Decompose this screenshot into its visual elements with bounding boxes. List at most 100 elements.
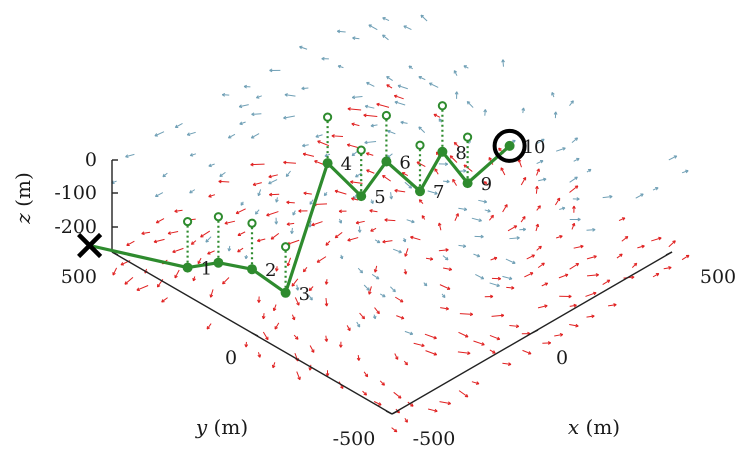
current-arrow-blue xyxy=(571,137,578,144)
current-arrow-red-head xyxy=(206,326,211,330)
current-arrow-red xyxy=(283,161,296,164)
current-arrow-red xyxy=(237,231,246,236)
current-arrow-blue-head xyxy=(521,107,526,111)
current-arrow-blue-head xyxy=(444,162,449,166)
current-arrow-red-head xyxy=(136,287,140,292)
current-arrow-red xyxy=(621,236,629,242)
y-tick-label-500: 500 xyxy=(61,266,97,288)
current-arrow-blue xyxy=(315,134,323,138)
current-arrow-red-head xyxy=(490,214,494,219)
current-arrow-blue-head xyxy=(283,115,287,120)
current-arrow-blue-head xyxy=(408,185,413,189)
current-arrow-red xyxy=(434,168,439,175)
current-arrow-blue-head xyxy=(400,120,404,125)
current-arrow-blue xyxy=(502,275,513,280)
current-arrow-blue-head xyxy=(386,76,390,80)
current-arrow-blue-head xyxy=(376,239,381,244)
current-arrow-blue-head xyxy=(336,29,341,34)
waypoint-label-6: 6 xyxy=(399,152,410,173)
current-arrow-red-head xyxy=(492,350,496,354)
current-arrow-red-head xyxy=(291,283,296,287)
current-arrow-red xyxy=(222,277,230,285)
current-arrow-red-head xyxy=(504,204,508,208)
current-arrow-red-head xyxy=(200,234,204,238)
current-arrow-red-head xyxy=(511,286,515,290)
current-arrow-blue-head xyxy=(125,154,129,158)
current-arrow-blue xyxy=(386,76,393,81)
current-arrow-red xyxy=(347,237,359,241)
current-arrow-red-head xyxy=(580,244,584,249)
current-arrow-blue xyxy=(569,176,578,183)
current-arrow-red-head xyxy=(575,323,579,328)
current-arrow-red xyxy=(391,427,398,433)
current-arrow-blue xyxy=(478,199,487,203)
current-arrow-blue-head xyxy=(254,211,259,215)
current-arrow-red-head xyxy=(593,255,597,259)
waypoint-target-marker xyxy=(356,145,366,155)
current-arrow-red-head xyxy=(452,178,456,183)
current-arrow-red xyxy=(126,240,135,246)
current-arrow-red-head xyxy=(655,273,660,277)
current-arrow-blue xyxy=(505,258,516,264)
current-arrow-red-head xyxy=(537,205,541,209)
current-arrow-blue-head xyxy=(411,219,415,224)
current-arrow-red xyxy=(458,390,469,398)
current-arrow-blue-head xyxy=(162,173,166,178)
current-arrow-red xyxy=(509,325,519,327)
waypoint-target-marker xyxy=(415,140,425,150)
current-arrow-red xyxy=(616,253,623,259)
current-arrow-red-head xyxy=(317,140,321,144)
current-arrow-red-head xyxy=(393,94,398,99)
waypoint-dot xyxy=(280,287,291,298)
current-arrow-red-head xyxy=(475,381,480,385)
current-arrow-red-head xyxy=(496,336,501,341)
current-arrow-blue-head xyxy=(418,126,422,130)
current-arrow-blue xyxy=(357,267,363,274)
current-arrow-blue-head xyxy=(446,179,450,184)
current-arrow-red xyxy=(535,186,538,194)
current-arrow-blue xyxy=(569,100,574,106)
current-arrow-red xyxy=(287,239,300,245)
current-arrow-blue-head xyxy=(250,135,255,139)
current-arrow-red-head xyxy=(286,262,291,267)
current-arrow-red xyxy=(586,255,597,260)
waypoint-label-10: 10 xyxy=(523,137,546,158)
current-arrow-red xyxy=(334,232,343,239)
waypoint-dot xyxy=(462,178,473,189)
current-arrow-blue-head xyxy=(238,104,243,109)
current-arrow-blue-head xyxy=(434,191,438,195)
current-arrow-red xyxy=(395,296,404,303)
waypoint-dot xyxy=(381,156,392,167)
current-arrow-blue xyxy=(370,124,378,127)
current-arrow-red xyxy=(347,144,359,149)
current-arrow-red-head xyxy=(559,234,563,239)
current-arrow-blue xyxy=(556,147,566,152)
current-arrow-red-head xyxy=(393,428,398,433)
current-arrow-red-head xyxy=(522,176,527,181)
current-arrow-blue xyxy=(299,46,308,50)
current-arrow-red-head xyxy=(595,273,599,277)
current-arrow-red-head xyxy=(274,268,279,272)
x-tick-label-minus-500: -500 xyxy=(413,428,456,450)
current-arrow-blue xyxy=(125,153,135,158)
current-arrow-red-head xyxy=(244,344,249,348)
current-arrow-blue xyxy=(392,248,402,253)
current-arrow-blue xyxy=(382,17,390,21)
current-arrow-blue-head xyxy=(478,218,482,222)
current-arrow-blue-head xyxy=(561,206,566,211)
current-arrow-blue-head xyxy=(483,109,488,113)
x-axis-label-unit: (m) xyxy=(586,415,621,439)
current-arrow-red xyxy=(410,236,421,241)
current-arrow-blue xyxy=(635,193,644,199)
current-arrow-red xyxy=(309,345,315,353)
current-arrow-red-head xyxy=(613,303,617,307)
current-arrow-red xyxy=(369,209,378,213)
waypoint-dot xyxy=(356,191,367,202)
current-arrow-blue-head xyxy=(402,238,407,243)
current-arrow-red-head xyxy=(507,362,512,366)
current-arrow-red-head xyxy=(350,180,354,184)
current-arrow-blue xyxy=(222,94,230,96)
current-arrow-blue xyxy=(390,286,396,293)
current-arrow-red-head xyxy=(410,235,414,240)
current-arrow-red-head xyxy=(297,376,301,381)
